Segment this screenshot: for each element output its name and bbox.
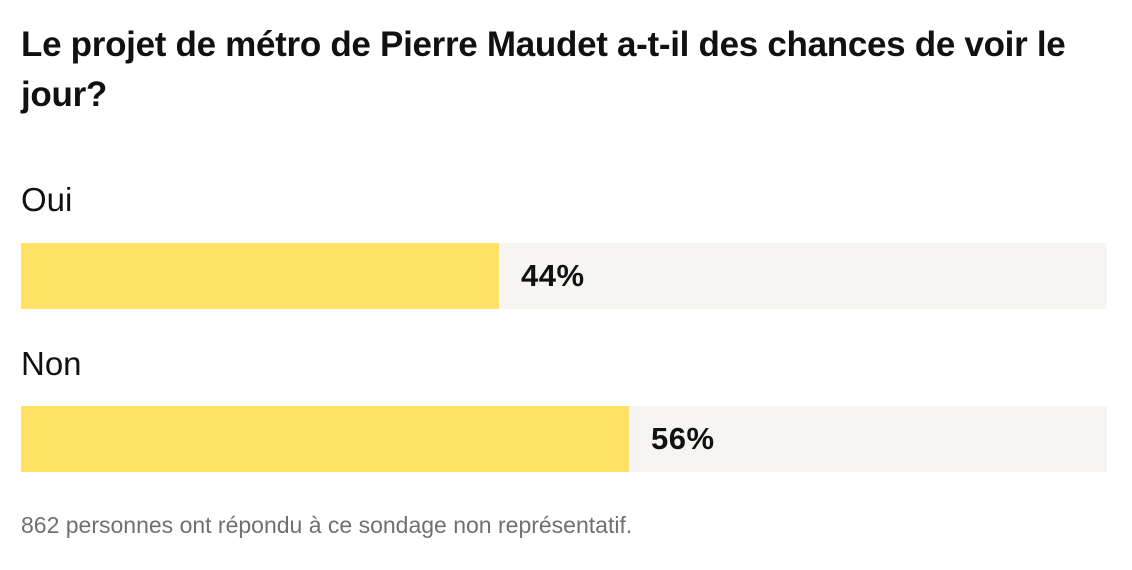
option-label-oui: Oui bbox=[21, 181, 73, 218]
percent-label-non: 56% bbox=[651, 421, 715, 456]
bar-fill-non bbox=[21, 406, 629, 472]
percent-label-oui: 44% bbox=[521, 258, 585, 293]
poll-footnote: 862 personnes ont répondu à ce sondage n… bbox=[21, 512, 633, 538]
option-label-non: Non bbox=[21, 345, 82, 382]
poll-option-non[interactable]: 56% bbox=[21, 406, 1107, 472]
poll-option-oui[interactable]: 44% bbox=[21, 243, 1107, 309]
bar-fill-oui bbox=[21, 243, 499, 309]
poll-question: Le projet de métro de Pierre Maudet a-t-… bbox=[21, 25, 1066, 114]
